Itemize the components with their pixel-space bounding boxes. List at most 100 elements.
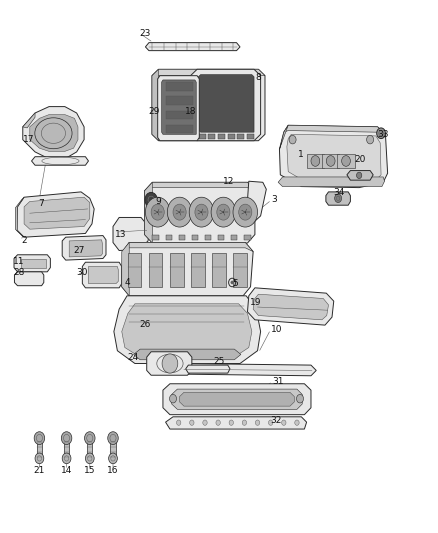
Circle shape [85, 453, 94, 464]
Circle shape [85, 432, 95, 445]
Circle shape [108, 432, 118, 445]
Polygon shape [134, 349, 241, 360]
Polygon shape [172, 389, 302, 409]
Text: 27: 27 [74, 246, 85, 255]
Polygon shape [191, 253, 205, 287]
Text: 23: 23 [139, 29, 151, 37]
Text: 14: 14 [61, 466, 72, 474]
Circle shape [289, 135, 296, 144]
Text: 2: 2 [21, 237, 27, 245]
Circle shape [61, 432, 72, 445]
Polygon shape [180, 392, 294, 406]
Text: 17: 17 [23, 135, 34, 144]
Polygon shape [21, 259, 46, 268]
Text: 28: 28 [13, 269, 25, 277]
Polygon shape [186, 365, 230, 373]
Polygon shape [233, 131, 241, 136]
Text: 7: 7 [39, 199, 44, 208]
Polygon shape [122, 304, 252, 357]
Text: 16: 16 [107, 466, 119, 474]
Text: 3: 3 [272, 196, 277, 204]
Polygon shape [145, 43, 240, 51]
Text: 18: 18 [185, 108, 196, 116]
Text: 21: 21 [34, 466, 45, 474]
Text: 26: 26 [139, 320, 151, 328]
Polygon shape [164, 131, 173, 136]
Polygon shape [17, 192, 94, 237]
Polygon shape [278, 177, 385, 187]
Circle shape [326, 156, 335, 166]
Polygon shape [166, 96, 193, 105]
Polygon shape [14, 272, 44, 286]
Polygon shape [191, 69, 261, 141]
Polygon shape [246, 131, 255, 136]
Polygon shape [110, 441, 116, 458]
Polygon shape [253, 294, 328, 320]
Polygon shape [64, 441, 69, 458]
Polygon shape [23, 113, 35, 128]
Circle shape [297, 394, 304, 403]
Polygon shape [198, 75, 254, 132]
Polygon shape [205, 131, 214, 136]
Polygon shape [322, 154, 339, 168]
Polygon shape [166, 110, 193, 119]
Polygon shape [23, 107, 84, 159]
Polygon shape [218, 134, 225, 139]
Polygon shape [162, 80, 196, 134]
Circle shape [145, 197, 170, 227]
Text: 8: 8 [255, 73, 261, 82]
Circle shape [342, 156, 350, 166]
Polygon shape [284, 125, 385, 134]
Polygon shape [191, 131, 200, 136]
Text: 12: 12 [223, 177, 235, 185]
Circle shape [268, 420, 273, 425]
Polygon shape [145, 182, 152, 243]
Polygon shape [30, 115, 78, 151]
Polygon shape [247, 134, 254, 139]
Circle shape [173, 204, 186, 220]
Text: 9: 9 [155, 197, 161, 206]
Text: 25: 25 [214, 357, 225, 366]
Polygon shape [113, 217, 150, 251]
Circle shape [216, 420, 220, 425]
Polygon shape [337, 154, 355, 168]
Polygon shape [166, 125, 193, 133]
Polygon shape [37, 441, 42, 458]
Circle shape [203, 420, 207, 425]
Polygon shape [287, 134, 381, 182]
Polygon shape [279, 125, 288, 149]
Text: 15: 15 [84, 466, 95, 474]
Polygon shape [88, 266, 118, 284]
Circle shape [195, 204, 208, 220]
Polygon shape [208, 134, 215, 139]
Text: 33: 33 [378, 130, 389, 139]
Polygon shape [152, 69, 265, 141]
Circle shape [255, 420, 260, 425]
Polygon shape [192, 235, 198, 240]
Circle shape [162, 354, 178, 373]
Circle shape [189, 197, 214, 227]
Polygon shape [152, 69, 159, 141]
Polygon shape [307, 154, 324, 168]
Polygon shape [123, 243, 253, 252]
Polygon shape [178, 131, 187, 136]
Polygon shape [149, 253, 162, 287]
Text: 32: 32 [271, 416, 282, 424]
Circle shape [229, 420, 233, 425]
Text: 24: 24 [127, 353, 138, 361]
Circle shape [167, 197, 192, 227]
Text: 19: 19 [250, 298, 261, 307]
Circle shape [177, 420, 181, 425]
Polygon shape [82, 262, 122, 288]
Text: 1: 1 [298, 150, 304, 159]
Polygon shape [164, 77, 258, 128]
Polygon shape [145, 182, 255, 243]
Circle shape [311, 156, 320, 166]
Text: 5: 5 [232, 279, 238, 288]
Polygon shape [128, 253, 141, 287]
Polygon shape [170, 253, 184, 287]
Polygon shape [147, 352, 192, 375]
Circle shape [109, 453, 117, 464]
Polygon shape [24, 197, 90, 229]
Text: 10: 10 [271, 325, 282, 334]
